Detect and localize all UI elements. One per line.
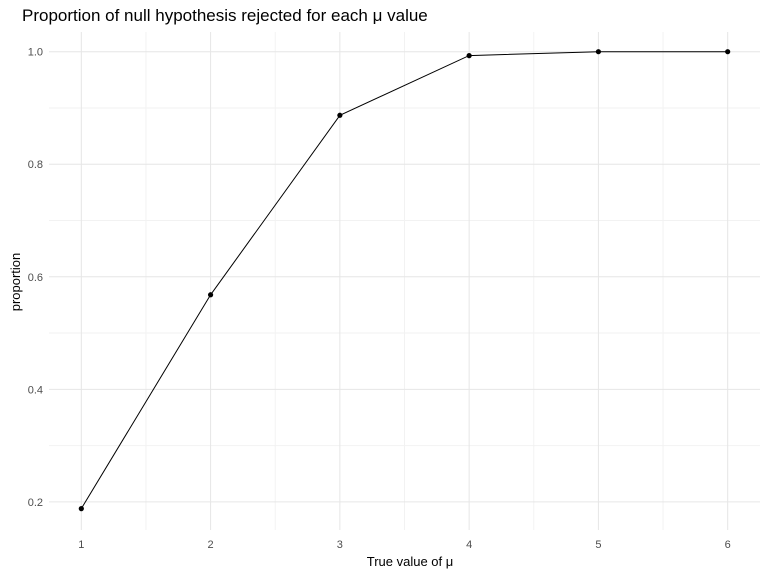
- chart-title: Proportion of null hypothesis rejected f…: [22, 6, 428, 25]
- y-axis-title: proportion: [8, 253, 23, 312]
- data-point: [595, 49, 602, 55]
- x-tick-label: 5: [595, 539, 601, 551]
- series-line: [80, 51, 728, 509]
- minor-gridlines: [49, 32, 760, 530]
- series-layer: [80, 51, 728, 509]
- data-point: [207, 292, 214, 298]
- y-tick-label: 0.8: [28, 159, 43, 171]
- y-tick-label: 0.2: [28, 497, 43, 509]
- y-tick-labels: 0.2 0.4 0.6 0.8 1.0: [28, 47, 43, 509]
- x-tick-label: 4: [466, 539, 472, 551]
- points-layer: [78, 49, 731, 512]
- x-tick-label: 3: [337, 539, 343, 551]
- x-tick-label: 2: [208, 539, 214, 551]
- data-point: [725, 49, 731, 55]
- data-point: [466, 53, 472, 59]
- data-point: [78, 506, 84, 512]
- y-tick-label: 0.4: [28, 384, 43, 396]
- y-tick-label: 1.0: [28, 47, 43, 59]
- y-tick-label: 0.6: [28, 272, 43, 284]
- x-tick-label: 6: [725, 539, 731, 551]
- x-axis-title: True value of μ: [367, 554, 454, 569]
- data-point: [337, 112, 343, 118]
- x-tick-label: 1: [78, 539, 84, 551]
- x-tick-labels: 1 2 3 4 5 6: [78, 539, 730, 551]
